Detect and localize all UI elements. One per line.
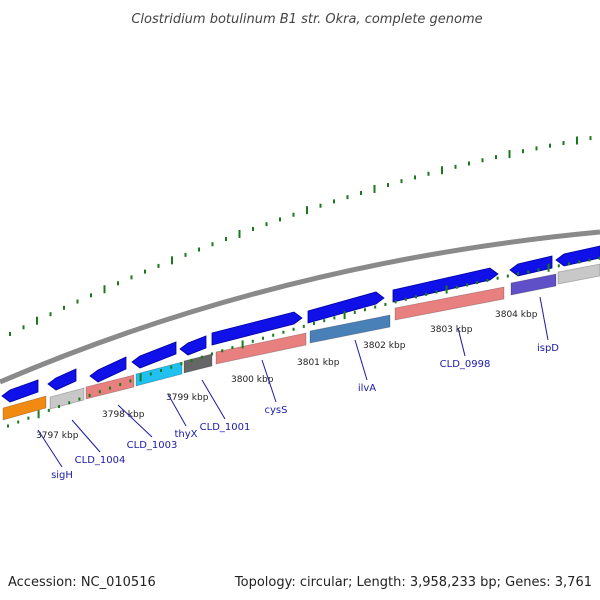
- gene-label: sigH: [51, 470, 73, 481]
- label-leader: [201, 379, 226, 420]
- cds-arrow: [211, 311, 303, 346]
- scale-label: 3804 kbp: [495, 310, 538, 320]
- ispD-block: [510, 273, 557, 296]
- gene-label: CLD_1004: [75, 455, 126, 466]
- cld-1004-block: [49, 387, 85, 410]
- cld-0998-block: [394, 286, 505, 321]
- label-leader: [71, 419, 101, 453]
- scale-label: 3800 kbp: [231, 375, 274, 385]
- feature-track: [2, 263, 600, 421]
- cds-arrow: [392, 267, 499, 303]
- sigH-block: [2, 395, 47, 421]
- accession-label: Accession: NC_010516: [8, 575, 156, 590]
- cds-arrow: [555, 245, 600, 267]
- gene-label: ispD: [537, 343, 559, 354]
- genome-backbone: [0, 229, 600, 385]
- scale-label: 3799 kbp: [166, 393, 209, 403]
- cds-arrow: [47, 368, 77, 391]
- gene-label: thyX: [174, 429, 197, 440]
- scale-label: 3797 kbp: [36, 431, 79, 441]
- cds-arrow: [131, 341, 177, 369]
- forward-cds-track: [1, 245, 600, 403]
- next-gene-block: [557, 263, 600, 285]
- label-leader: [457, 327, 466, 357]
- scale-labels: 3797 kbp 3798 kbp 3799 kbp 3800 kbp 3801 kbp…: [36, 310, 538, 441]
- gene-label: CLD_1003: [127, 440, 178, 451]
- scale-label: 3802 kbp: [363, 341, 406, 351]
- genome-summary: Topology: circular; Length: 3,958,233 bp…: [234, 575, 592, 590]
- label-leader: [167, 393, 187, 427]
- cds-arrow: [89, 356, 127, 383]
- cysS-block: [215, 332, 307, 365]
- gene-label: CLD_0998: [440, 359, 491, 370]
- scale-label: 3801 kbp: [297, 358, 340, 368]
- gene-label: CLD_1001: [200, 422, 251, 433]
- cds-arrow: [1, 379, 39, 403]
- label-leader: [354, 339, 368, 381]
- inner-scale-ticks: [7, 256, 600, 428]
- scale-label: 3803 kbp: [430, 325, 473, 335]
- label-leader: [117, 404, 153, 438]
- label-leader: [539, 296, 549, 341]
- cds-arrow: [179, 335, 207, 356]
- outer-tick-ring: [9, 136, 592, 336]
- cds-arrow: [307, 291, 385, 324]
- label-leader: [261, 359, 277, 403]
- gene-label: cysS: [265, 405, 288, 416]
- label-leader: [37, 429, 63, 468]
- scale-label: 3798 kbp: [102, 410, 145, 420]
- cds-arrow: [509, 255, 553, 277]
- map-title: Clostridium botulinum B1 str. Okra, comp…: [131, 12, 482, 27]
- ilvA-block: [309, 314, 391, 344]
- cld-1001-block: [183, 353, 213, 374]
- gene-label: ilvA: [358, 383, 376, 394]
